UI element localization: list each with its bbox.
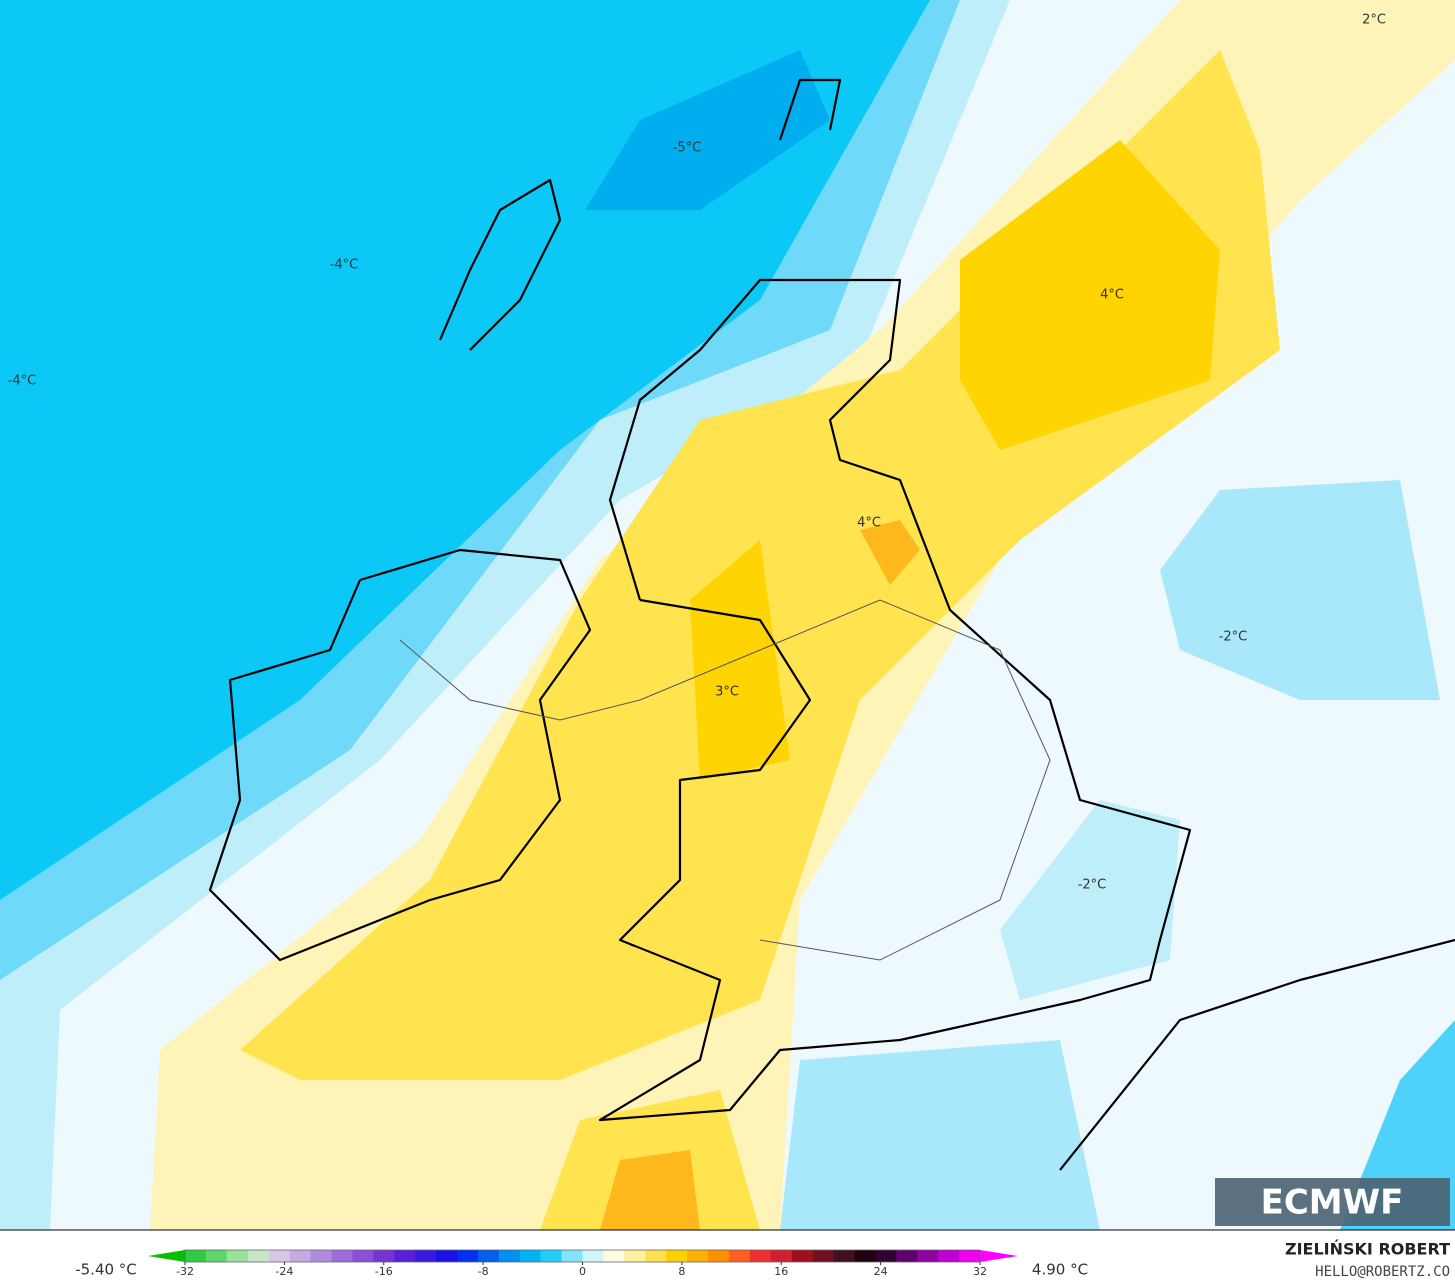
colorbar-segment [938,1250,960,1262]
colorbar-end [980,1250,1018,1262]
field [1340,1020,1455,1230]
border [399,599,1051,961]
contour-label: -2°C [1078,878,1107,893]
colorbar-segment [498,1250,521,1262]
colorbar-segment [226,1250,249,1262]
field [860,520,920,585]
colorbar-segment [310,1250,332,1262]
colorbar-segment [582,1250,604,1262]
colorbar-segment [854,1250,876,1262]
field [780,1040,1100,1230]
colorbar-segment [812,1250,835,1262]
colorbar-segment [959,1250,981,1262]
colorbar-segment [896,1250,918,1262]
colorbar-segment [436,1250,458,1262]
email: HELLO@ROBERTZ.CO [1315,1264,1450,1280]
colorbar-segment [185,1250,207,1262]
contour-label: 4°C [1100,288,1124,303]
colorbar-segment [331,1250,353,1262]
field [600,1150,700,1230]
max-label: 4.90 °C [1032,1261,1088,1279]
colorbar-segment [770,1250,793,1262]
colorbar-segment [247,1250,270,1262]
field [1000,800,1180,1000]
tick-label: -24 [275,1265,293,1278]
colorbar-segment [875,1250,897,1262]
min-label: -5.40 °C [75,1261,137,1279]
colorbar-segment [205,1250,228,1262]
colorbar-segment [456,1250,479,1262]
colorbar-segment [540,1250,563,1262]
field [585,50,830,210]
colorbar-segment [833,1250,855,1262]
tick-label: 32 [973,1265,987,1278]
coastline [598,278,1192,1122]
colorbar-segment [728,1250,751,1262]
tick-label: 8 [678,1265,685,1278]
colorbar-segment [394,1250,416,1262]
contour-label: -5°C [673,141,702,156]
field [1160,480,1440,700]
colorbar-segment [645,1250,667,1262]
tick-label: -32 [176,1265,194,1278]
coastline [1059,938,1455,1171]
coastline [208,548,592,962]
colorbar-segment [603,1250,625,1262]
colorbar-segment [708,1250,730,1262]
tick-label: 16 [774,1265,788,1278]
tick-label: -16 [375,1265,393,1278]
colorbar-segment [749,1250,772,1262]
tick-label: 24 [874,1265,888,1278]
colorbar-segment [791,1250,814,1262]
contour-label: 2°C [1362,13,1386,28]
colorbar-segment [666,1250,688,1262]
contour-label: 4°C [857,516,881,531]
colorbar-segment [352,1250,374,1262]
colorbar-end [148,1250,185,1262]
colorbar-segment [561,1250,583,1262]
field [960,140,1220,450]
logo: ECMWF [1261,1183,1404,1223]
tick-label: 0 [579,1265,586,1278]
map: -5°C -4°C -4°C 2°C 4°C 4°C 3°C -2°C -2°C… [0,0,1455,1230]
colorbar-segment [289,1250,312,1262]
colorbar-segment [917,1250,939,1262]
colorbar-segment [477,1250,500,1262]
colorbar-segment [268,1250,291,1262]
author: ZIELIŃSKI ROBERT [1285,1240,1450,1259]
colorbar-segment [624,1250,646,1262]
logo-box [1215,1178,1450,1226]
contour-label: -4°C [330,258,359,273]
contour-label: -4°C [8,374,37,389]
colorbar-segment [687,1250,709,1262]
coastline [778,78,842,141]
contour-label: 3°C [715,685,739,700]
contour-label: -2°C [1219,630,1248,645]
tick-label: -8 [478,1265,489,1278]
colorbar-segment [415,1250,437,1262]
coastline [438,178,562,351]
colorbar-segment [519,1250,542,1262]
colorbar: -32 -24 -16 -8 0 8 16 24 32 [148,1249,1018,1278]
field [690,540,790,780]
colorbar-segment [373,1250,395,1262]
